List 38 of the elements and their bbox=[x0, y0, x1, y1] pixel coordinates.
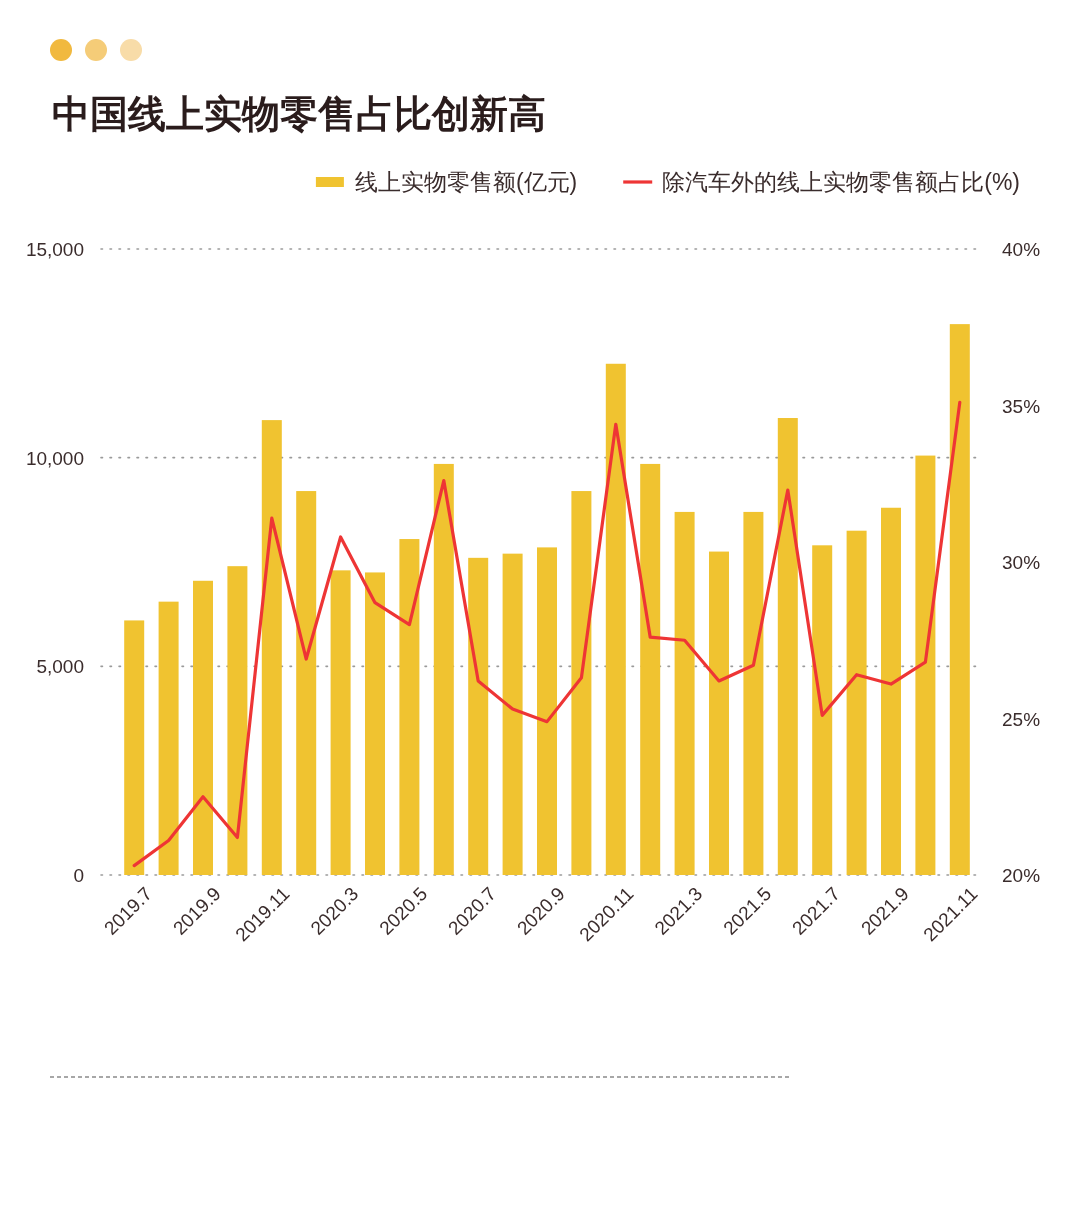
bar bbox=[124, 620, 145, 875]
y-tick-label: 10,000 bbox=[25, 447, 84, 469]
bar bbox=[571, 491, 592, 875]
line-series bbox=[132, 400, 962, 868]
bar bbox=[709, 551, 729, 875]
bar bbox=[296, 491, 317, 875]
y2-tick-label: 35% bbox=[1002, 395, 1041, 417]
bar bbox=[743, 511, 764, 875]
y-tick-label: 0 bbox=[73, 865, 84, 886]
y2-tick-label: 25% bbox=[1002, 708, 1041, 730]
bar bbox=[227, 566, 248, 875]
y-tick-label: 5,000 bbox=[36, 656, 84, 678]
title: 中国线上实物零售占比创新高 bbox=[52, 93, 546, 135]
bar bbox=[537, 547, 557, 875]
bar bbox=[193, 580, 213, 875]
bar bbox=[468, 557, 489, 875]
bar bbox=[915, 455, 936, 875]
bar bbox=[640, 463, 661, 875]
bar bbox=[158, 601, 179, 875]
bar bbox=[674, 511, 695, 875]
bar bbox=[949, 324, 970, 875]
legend-label: 线上实物零售额(亿元) bbox=[354, 169, 578, 195]
bar bbox=[330, 570, 351, 875]
bar bbox=[502, 553, 523, 875]
bar bbox=[846, 530, 867, 875]
y-tick-label: 15,000 bbox=[25, 239, 84, 260]
bar bbox=[365, 572, 385, 875]
bar bbox=[777, 418, 798, 875]
bar bbox=[812, 545, 833, 875]
bar bbox=[605, 363, 626, 875]
bar bbox=[881, 507, 901, 875]
legend-label: 除汽车外的线上实物零售额占比(%) bbox=[662, 169, 1020, 195]
bar bbox=[433, 463, 454, 875]
y2-tick-label: 30% bbox=[1002, 552, 1041, 573]
bar bbox=[399, 539, 420, 875]
y2-tick-label: 40% bbox=[1002, 239, 1041, 260]
y2-tick-label: 20% bbox=[1002, 865, 1041, 886]
bar bbox=[261, 420, 282, 875]
